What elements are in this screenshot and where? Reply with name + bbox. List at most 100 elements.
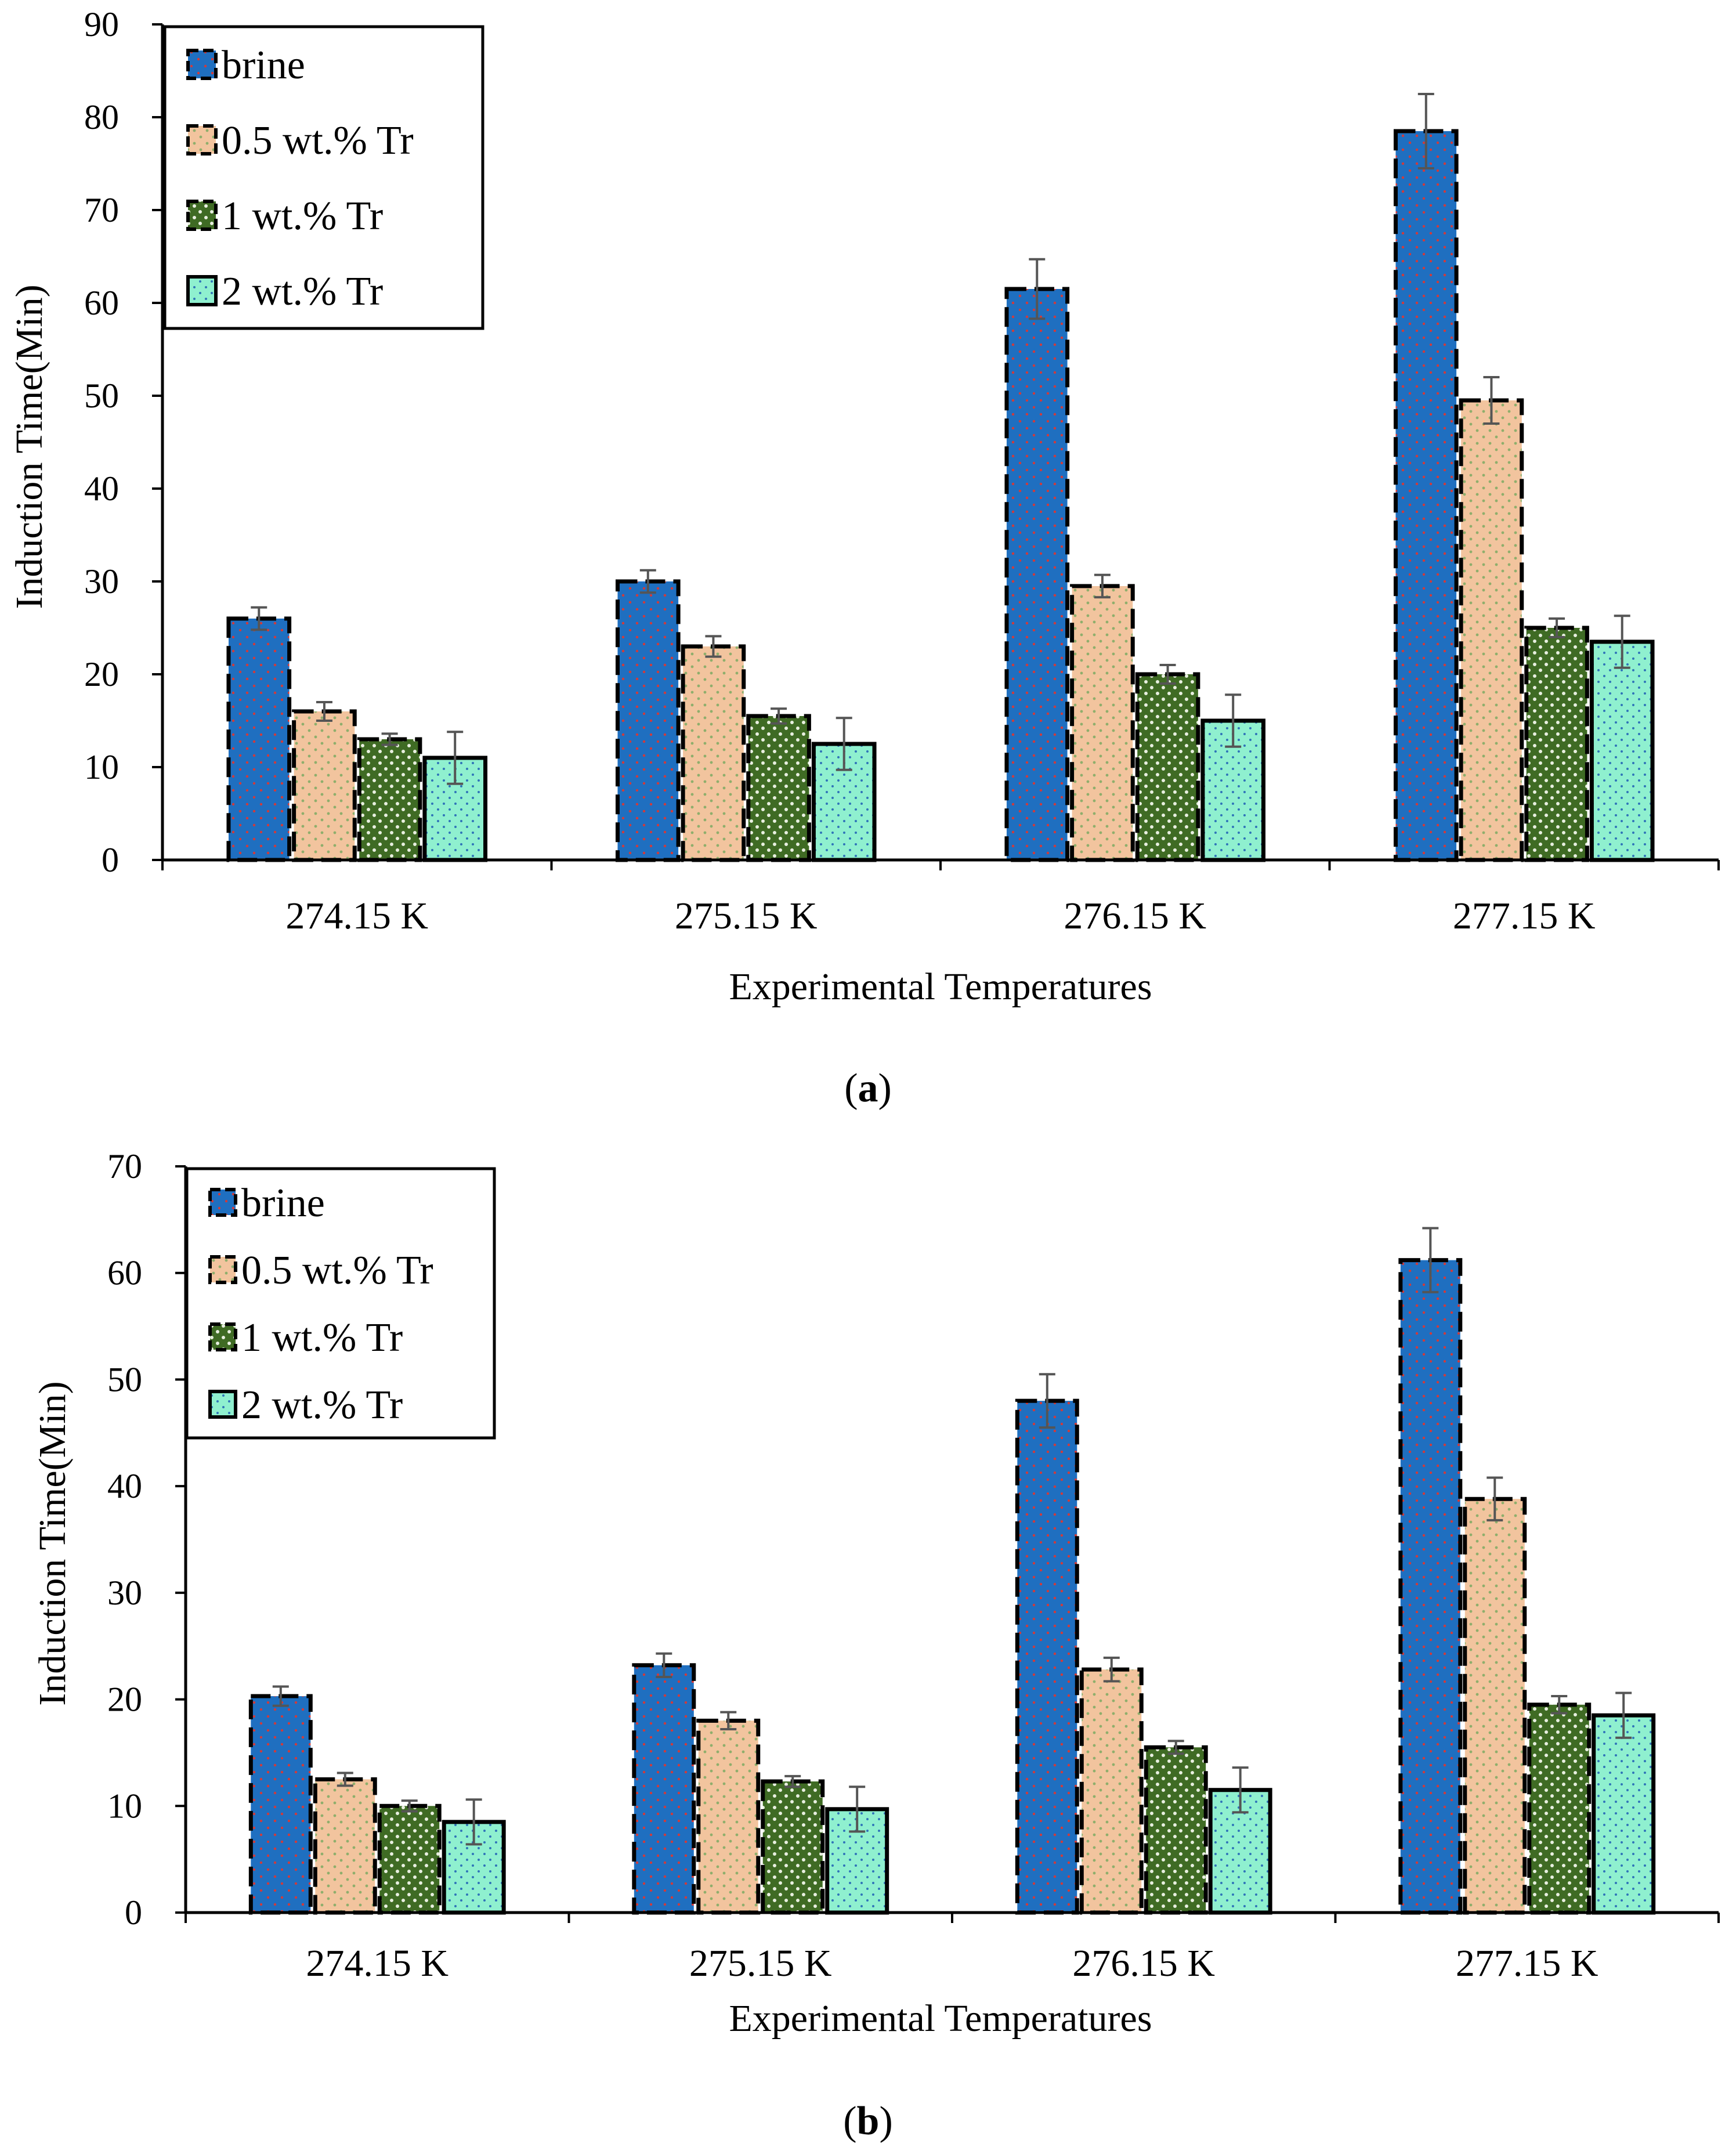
- error-bar-tr2-2: [1232, 1766, 1249, 1814]
- bar-tr1-0: [357, 737, 422, 862]
- y-tick-label: 40: [84, 469, 119, 508]
- y-axis-title: Induction Time(Min): [8, 284, 50, 609]
- tick-labels-group: 0 10 20 30 40 50 60 70: [107, 1147, 142, 1932]
- legend-item-tr2: 2 wt.% Tr: [208, 1383, 403, 1427]
- bar-tr1-3: [1524, 626, 1589, 862]
- bar-tr05-0: [292, 709, 357, 862]
- bar-tr05-0: [313, 1777, 377, 1915]
- legend-swatch-tr1: [186, 200, 218, 231]
- y-tick-label: 20: [84, 655, 119, 693]
- category-labels-group: 274.15 K 275.15 K 276.15 K 277.15 K: [285, 895, 1595, 937]
- error-bar-brine-3: [1422, 1227, 1439, 1293]
- legend-item-brine: brine: [186, 43, 305, 88]
- bar-brine-2: [1015, 1398, 1079, 1915]
- error-bar-tr05-2: [1103, 1656, 1120, 1683]
- legend-label: 2 wt.% Tr: [241, 1383, 403, 1427]
- panel-caption-b: (b): [843, 2099, 893, 2144]
- error-bar-tr05-2: [1094, 573, 1111, 599]
- legend-item-tr05: 0.5 wt.% Tr: [208, 1248, 433, 1293]
- legend-label: brine: [241, 1181, 325, 1226]
- legend: brine 0.5 wt.% Tr 1 wt.% Tr 2 wt.% Tr: [185, 1167, 496, 1440]
- error-bar-tr1-3: [1551, 1695, 1568, 1715]
- bar-brine-1: [615, 579, 681, 862]
- error-bar-tr1-2: [1159, 664, 1176, 685]
- error-bars-group: [272, 1227, 1632, 1846]
- legend-item-tr1: 1 wt.% Tr: [208, 1315, 403, 1360]
- tick-labels-group: 0 10 20 30 40 50 60 70 80 90: [84, 5, 119, 879]
- legend-swatch-brine: [208, 1188, 237, 1217]
- bar-tr05-2: [1070, 584, 1135, 862]
- legend-label: brine: [222, 43, 305, 88]
- error-bar-tr2-0: [465, 1798, 482, 1846]
- legend-item-tr05: 0.5 wt.% Tr: [186, 118, 414, 163]
- y-tick-label: 90: [84, 5, 119, 44]
- y-tick-label: 60: [84, 284, 119, 322]
- y-tick-label: 70: [107, 1147, 142, 1185]
- x-category-label: 277.15 K: [1453, 895, 1596, 937]
- axes-group: [152, 23, 1720, 870]
- legend-item-brine: brine: [208, 1181, 325, 1226]
- legend-label: 1 wt.% Tr: [222, 194, 383, 238]
- y-tick-label: 10: [84, 748, 119, 786]
- x-category-label: 276.15 K: [1072, 1942, 1215, 1985]
- bars-group: [248, 1258, 1656, 1915]
- error-bar-brine-0: [251, 606, 267, 631]
- error-bar-tr1-0: [381, 732, 398, 746]
- y-tick-label: 40: [107, 1467, 142, 1505]
- error-bar-tr05-1: [720, 1711, 737, 1731]
- error-bar-tr2-1: [836, 717, 852, 771]
- x-axis-title: Experimental Temperatures: [729, 1997, 1152, 2040]
- legend-swatch-tr1: [208, 1322, 237, 1351]
- bar-brine-3: [1398, 1258, 1463, 1915]
- bar-brine-1: [632, 1663, 696, 1915]
- caption-letter-b: b: [857, 2099, 880, 2144]
- error-bar-tr1-0: [401, 1799, 418, 1813]
- bar-tr1-2: [1135, 672, 1200, 862]
- error-bar-tr1-1: [784, 1774, 801, 1788]
- bar-tr1-1: [761, 1779, 825, 1915]
- y-tick-label: 50: [84, 377, 119, 415]
- bar-brine-2: [1004, 287, 1070, 862]
- legend-label: 0.5 wt.% Tr: [241, 1248, 433, 1293]
- y-tick-label: 80: [84, 98, 119, 136]
- bar-tr1-0: [377, 1803, 442, 1915]
- bar-tr1-2: [1144, 1745, 1208, 1915]
- error-bar-tr05-1: [705, 635, 722, 658]
- x-category-label: 275.15 K: [675, 895, 818, 937]
- error-bar-tr2-3: [1614, 615, 1630, 669]
- bar-tr2-3: [1592, 1713, 1656, 1915]
- error-bars-group: [251, 93, 1630, 785]
- legend-label: 1 wt.% Tr: [241, 1315, 403, 1360]
- y-tick-label: 0: [102, 841, 119, 879]
- legend-swatch-tr2: [208, 1390, 237, 1419]
- error-bar-brine-1: [656, 1652, 672, 1678]
- x-category-label: 276.15 K: [1064, 895, 1206, 937]
- error-bar-brine-2: [1029, 258, 1046, 320]
- x-category-label: 274.15 K: [285, 895, 428, 937]
- legend-frame: [185, 1167, 496, 1440]
- error-bar-brine-1: [639, 569, 656, 594]
- y-tick-label: 20: [107, 1680, 142, 1719]
- legend-label: 2 wt.% Tr: [222, 269, 383, 314]
- legend-swatch-tr2: [186, 275, 218, 306]
- bar-tr05-3: [1463, 1497, 1527, 1915]
- error-bar-tr2-2: [1225, 693, 1242, 748]
- error-bar-tr05-0: [337, 1772, 353, 1787]
- bar-tr1-1: [746, 714, 811, 862]
- bar-tr1-3: [1527, 1703, 1592, 1915]
- chart-panel-a: 0 10 20 30 40 50 60 70 80 90 274.15 K 275.15 K 276.…: [8, 5, 1720, 1111]
- legend-swatch-brine: [186, 49, 218, 80]
- error-bar-brine-3: [1417, 93, 1434, 169]
- bar-tr05-3: [1459, 398, 1524, 862]
- legend-label: 0.5 wt.% Tr: [222, 118, 414, 163]
- y-tick-label: 60: [107, 1254, 142, 1292]
- caption-letter-a: a: [858, 1066, 878, 1111]
- bar-tr05-1: [696, 1718, 761, 1915]
- bar-tr05-1: [681, 644, 746, 862]
- x-axis-title: Experimental Temperatures: [729, 966, 1152, 1008]
- bar-brine-0: [248, 1694, 313, 1915]
- error-bar-brine-0: [272, 1685, 289, 1707]
- error-bar-tr2-3: [1615, 1691, 1632, 1739]
- error-bar-tr05-3: [1483, 376, 1500, 425]
